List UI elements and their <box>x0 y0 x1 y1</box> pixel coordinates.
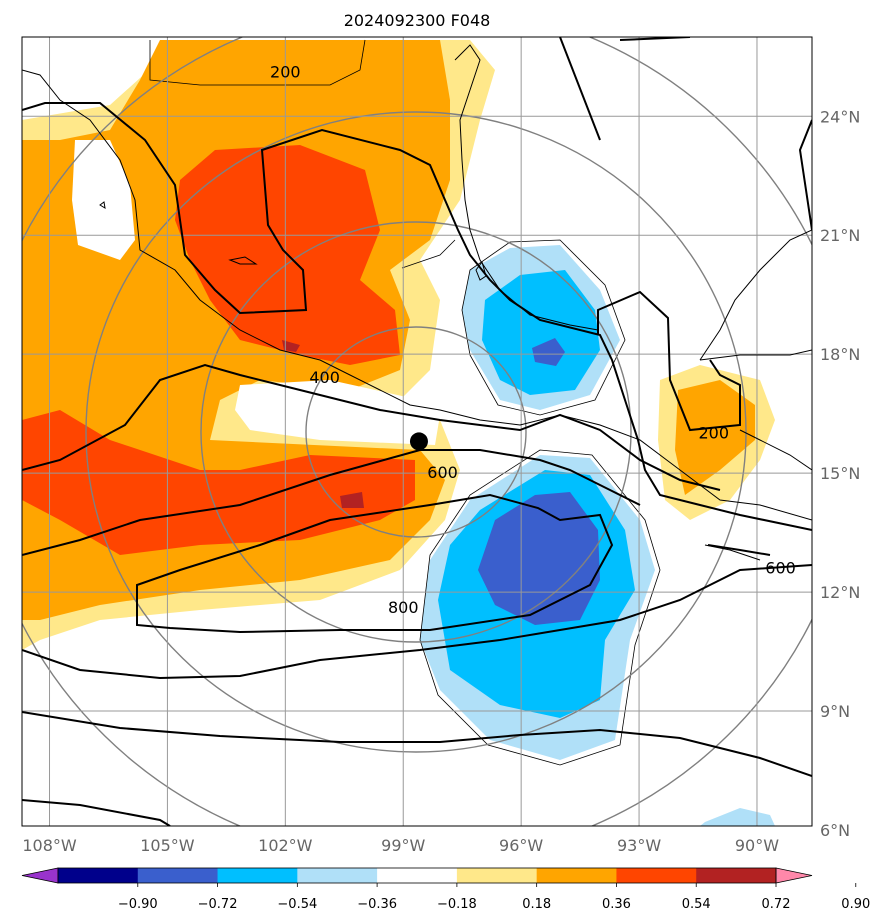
lon-tick-label: 93°W <box>617 836 661 855</box>
lat-tick-label: 9°N <box>820 702 850 721</box>
colorbar-tick-label: 0.54 <box>682 897 711 912</box>
lon-tick-label: 105°W <box>140 836 195 855</box>
colorbar-segment <box>456 868 538 883</box>
colorbar-tick-label: 0.18 <box>522 897 551 912</box>
lat-tick-label: 15°N <box>820 464 860 483</box>
storm-center-marker <box>409 432 428 451</box>
colorbar-segment <box>377 868 458 883</box>
colorbar-tick-label: 0.72 <box>762 897 791 912</box>
colorbar-segment <box>137 868 219 883</box>
contour-label: 600 <box>765 558 796 577</box>
colorbar-extend-min <box>21 867 59 884</box>
lat-tick-label: 24°N <box>820 107 860 126</box>
contour-label: 400 <box>309 368 340 387</box>
lat-tick-label: 6°N <box>820 821 850 840</box>
colorbar-tick-label: 0.90 <box>841 897 870 912</box>
shade-navy-north <box>532 338 565 366</box>
colorbar-tick-label: 0.36 <box>602 897 631 912</box>
gridlines <box>22 37 812 826</box>
colorbar-segment <box>536 868 617 883</box>
contour-labels: 200 400 600 800 200 600 <box>270 63 796 617</box>
colorbar-tick-label: −0.54 <box>277 897 317 912</box>
map-frame <box>21 36 813 827</box>
lon-tick-label: 90°W <box>735 836 779 855</box>
lat-tick-label: 21°N <box>820 226 860 245</box>
range-rings <box>22 37 812 826</box>
colorbar-segment <box>696 868 777 883</box>
lat-tick-label: 12°N <box>820 583 860 602</box>
shade-lightblue-se <box>700 808 775 826</box>
contour-label: 800 <box>388 598 419 617</box>
colorbar <box>21 867 813 884</box>
map-area: 200 400 600 800 200 600 <box>22 37 812 826</box>
colorbar-segment <box>297 868 378 883</box>
lon-tick-label: 96°W <box>499 836 543 855</box>
shade-red-south <box>22 410 415 555</box>
colorbar-segment <box>217 868 298 883</box>
colorbar-segment <box>58 868 139 883</box>
lat-tick-label: 18°N <box>820 345 860 364</box>
lat-tick-labels: 6°N 9°N 12°N 15°N 18°N 21°N 24°N <box>820 107 860 840</box>
lon-tick-label: 99°W <box>381 836 425 855</box>
colorbar-tick-label: −0.72 <box>198 897 238 912</box>
colorbar-tick-label: −0.18 <box>437 897 477 912</box>
shade-white-hole <box>235 380 440 445</box>
contour-label: 600 <box>427 463 458 482</box>
colorbar-frame <box>57 867 777 884</box>
lon-tick-label: 108°W <box>22 836 77 855</box>
shade-white-nw <box>72 140 135 260</box>
lon-tick-label: 102°W <box>258 836 313 855</box>
colorbar-segment <box>616 868 697 883</box>
colorbar-tick-label: −0.36 <box>357 897 397 912</box>
lon-tick-labels: 108°W 105°W 102°W 99°W 96°W 93°W 90°W <box>22 836 779 855</box>
shade-orange-east-core <box>675 380 755 495</box>
colorbar-tick-label: −0.90 <box>118 897 158 912</box>
coastlines <box>22 44 812 561</box>
contour-label: 200 <box>270 63 301 82</box>
colorbar-extend-max <box>775 867 813 884</box>
chart-title: 2024092300 F048 <box>344 11 491 30</box>
colorbar-labels: −0.90 −0.72 −0.54 −0.36 −0.18 0.18 0.36 0.54 0.7… <box>118 883 870 912</box>
contour-label: 200 <box>698 423 729 442</box>
